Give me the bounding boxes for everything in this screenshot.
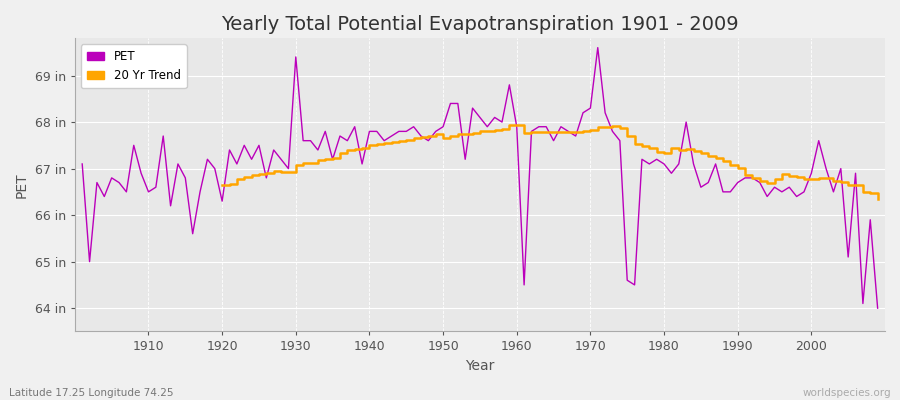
Text: worldspecies.org: worldspecies.org	[803, 388, 891, 398]
X-axis label: Year: Year	[465, 359, 495, 373]
Legend: PET, 20 Yr Trend: PET, 20 Yr Trend	[81, 44, 186, 88]
Y-axis label: PET: PET	[15, 172, 29, 198]
Title: Yearly Total Potential Evapotranspiration 1901 - 2009: Yearly Total Potential Evapotranspiratio…	[221, 15, 739, 34]
Text: Latitude 17.25 Longitude 74.25: Latitude 17.25 Longitude 74.25	[9, 388, 174, 398]
